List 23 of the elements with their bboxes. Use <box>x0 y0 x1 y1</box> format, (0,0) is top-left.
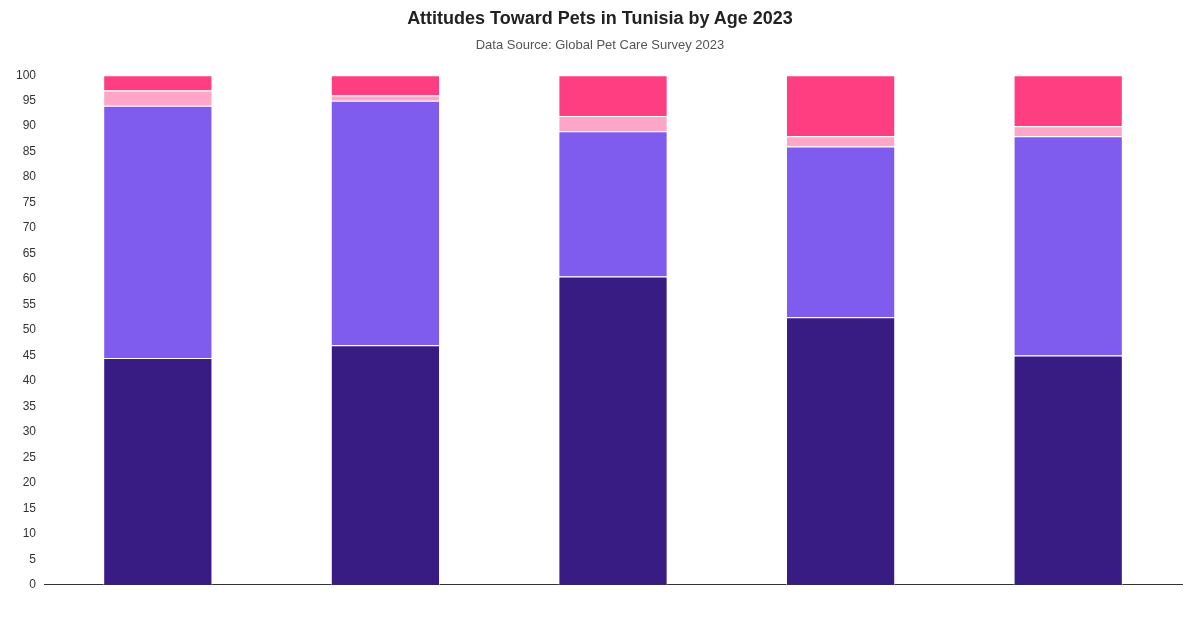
y-tick-label: 65 <box>22 245 37 260</box>
y-tick-label: 80 <box>22 169 37 184</box>
y-tick-label: 0 <box>29 577 37 592</box>
y-tick-label: 70 <box>22 220 37 235</box>
y-tick-label: 75 <box>22 194 37 209</box>
y-tick-label: 45 <box>22 347 37 362</box>
y-tick-label: 85 <box>22 143 37 158</box>
y-tick-label: 35 <box>22 398 37 413</box>
y-tick-label: 60 <box>22 271 37 286</box>
y-tick-label: 15 <box>22 500 37 515</box>
y-tick-label: 5 <box>29 551 37 566</box>
y-tick-label: 55 <box>22 296 37 311</box>
y-tick-label: 40 <box>22 373 37 388</box>
y-tick-label: 90 <box>22 118 37 133</box>
y-tick-label: 25 <box>22 449 37 464</box>
y-tick-label: 30 <box>22 424 37 439</box>
y-tick-label: 10 <box>22 526 37 541</box>
chart-title: Attitudes Toward Pets in Tunisia by Age 2023 <box>406 8 794 29</box>
y-tick-label: 20 <box>22 475 37 490</box>
y-tick-label: 100 <box>15 67 37 82</box>
chart-subtitle: Data Source: Global Pet Care Survey 2023 <box>474 37 726 52</box>
y-tick-label: 50 <box>22 322 37 337</box>
y-tick-label: 95 <box>22 92 37 107</box>
